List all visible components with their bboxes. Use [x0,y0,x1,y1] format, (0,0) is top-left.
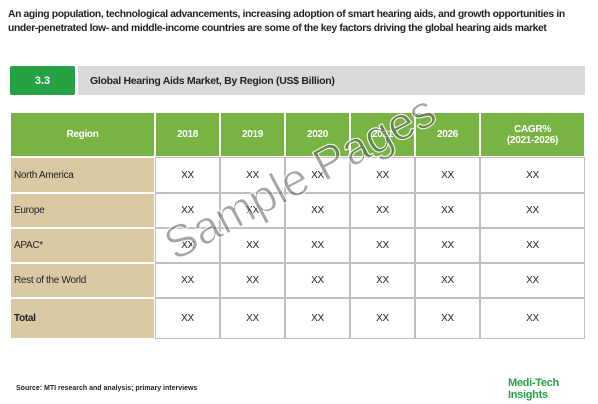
table-cell: XX [285,298,350,339]
table-cell: XX [155,298,220,339]
brand: Medi-Tech Insights [508,377,559,401]
table-cell: XX [220,298,285,339]
header-cell: 2018 [155,112,220,157]
row-label: Total [10,298,155,339]
table-cell: XX [480,298,585,339]
table-cell: XX [285,157,350,193]
table-cell: XX [415,263,480,298]
table-cell: XX [220,193,285,228]
table-cell: XX [220,263,285,298]
row-label: Europe [10,193,155,228]
table-cell: XX [285,228,350,263]
header-cell: CAGR% (2021-2026) [480,112,585,157]
table-cell: XX [155,263,220,298]
table-cell: XX [350,263,415,298]
row-label: North America [10,157,155,193]
table-cell: XX [350,193,415,228]
row-label: Rest of the World [10,263,155,298]
table-cell: XX [155,157,220,193]
section-title: Global Hearing Aids Market, By Region (U… [78,66,585,95]
header-cell: 2021 [350,112,415,157]
table-cell: XX [480,193,585,228]
table-cell: XX [415,228,480,263]
table-cell: XX [155,228,220,263]
table-cell: XX [350,298,415,339]
header-cell: 2019 [220,112,285,157]
table-cell: XX [415,193,480,228]
table-cell: XX [480,228,585,263]
row-label: APAC* [10,228,155,263]
table-cell: XX [415,298,480,339]
header-cell: 2020 [285,112,350,157]
table-cell: XX [220,228,285,263]
header-cell: Region [10,112,155,157]
table-cell: XX [220,157,285,193]
intro-text: An aging population, technological advan… [8,9,565,34]
table-cell: XX [350,157,415,193]
section-number: 3.3 [10,66,75,95]
table-cell: XX [155,193,220,228]
source-note: Source: MTI research and analysis; prima… [16,385,198,392]
table-cell: XX [285,263,350,298]
table-cell: XX [480,263,585,298]
table-cell: XX [285,193,350,228]
table-cell: XX [350,228,415,263]
header-cell: 2026 [415,112,480,157]
table-cell: XX [480,157,585,193]
table-cell: XX [415,157,480,193]
